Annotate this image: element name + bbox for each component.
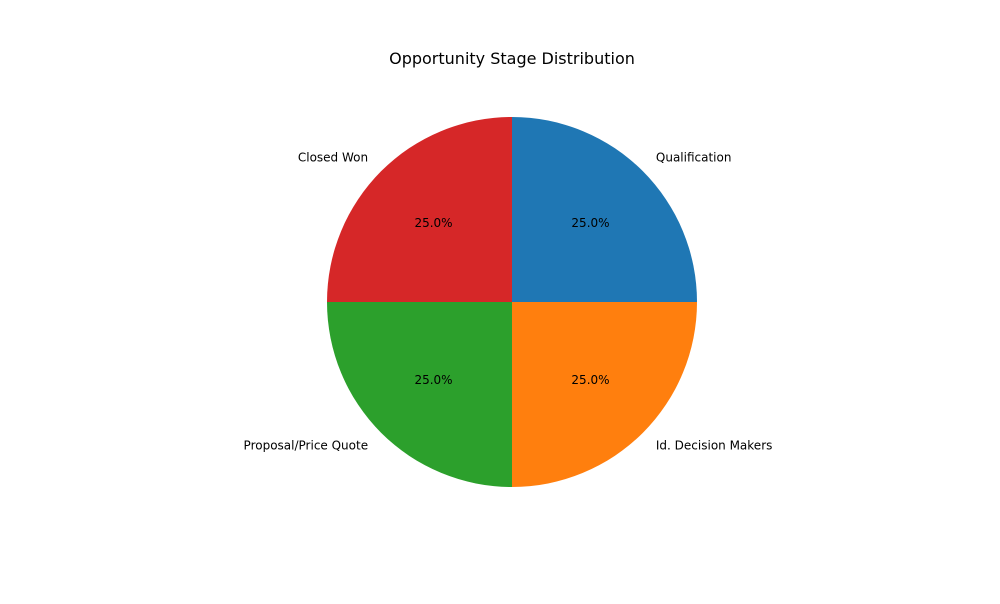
pie-slice-id-decision-makers: [512, 302, 697, 487]
slice-label-id-decision-makers: Id. Decision Makers: [656, 438, 772, 452]
chart-title: Opportunity Stage Distribution: [389, 49, 635, 68]
pct-label-closed-won: 25.0%: [414, 216, 452, 230]
pct-label-id-decision-makers: 25.0%: [571, 373, 609, 387]
pct-label-qualification: 25.0%: [571, 216, 609, 230]
pie-slice-proposal-price-quote: [327, 302, 512, 487]
pie-labels: Qualification 25.0% Id. Decision Makers 25.…: [244, 151, 773, 453]
pie-slice-qualification: [512, 117, 697, 302]
pie-slices: [327, 117, 697, 487]
pct-label-proposal-price-quote: 25.0%: [414, 373, 452, 387]
slice-label-closed-won: Closed Won: [298, 151, 368, 165]
pie-slice-closed-won: [327, 117, 512, 302]
slice-label-qualification: Qualification: [656, 151, 732, 165]
slice-label-proposal-price-quote: Proposal/Price Quote: [244, 438, 369, 452]
